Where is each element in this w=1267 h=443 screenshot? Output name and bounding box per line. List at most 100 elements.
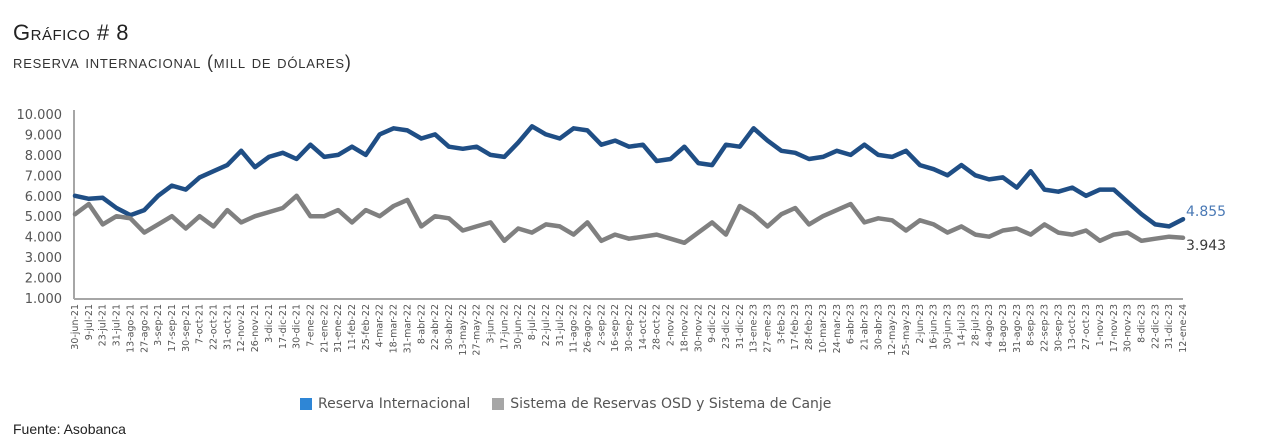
x-tick-label: 26-nov-21: [250, 304, 261, 352]
series-lines: [72, 124, 1186, 246]
x-tick-label: 31-dic-22: [735, 304, 746, 349]
x-tick-label: 3-feb-23: [776, 304, 787, 344]
legend-label: Sistema de Reservas OSD y Sistema de Can…: [510, 396, 832, 412]
x-tick-label: 18-nov-22: [679, 304, 690, 352]
x-tick-label: 27-may-22: [472, 304, 483, 356]
x-tick-label: 14-oct-22: [638, 304, 649, 350]
x-tick-label: 3-sep-21: [153, 304, 164, 346]
y-tick-label: 10.000: [17, 108, 63, 123]
x-tick-label: 27-ago-21: [139, 304, 150, 353]
x-tick-label: 21-ene-22: [319, 304, 330, 353]
chart-subtitle: Reserva Internacional (mill de dólares): [13, 52, 352, 72]
y-tick-label: 2.000: [25, 272, 62, 287]
x-tick-label: 27-oct-23: [1081, 304, 1092, 350]
x-tick-label: 3-dic-21: [264, 304, 275, 343]
x-tick-label: 17-sep-21: [167, 304, 178, 352]
x-tick-label: 31-ago-23: [1012, 304, 1023, 353]
x-tick-label: 25-may-23: [901, 304, 912, 356]
x-tick-label: 8-sep-23: [1026, 304, 1037, 346]
x-tick-label: 18-mar-22: [389, 304, 400, 353]
x-tick-label: 2-sep-22: [596, 304, 607, 346]
x-tick-label: 9-dic-22: [707, 304, 718, 343]
legend-item-reserva[interactable]: Reserva Internacional: [300, 396, 470, 412]
end-label-reserva: 4.855: [1186, 204, 1226, 220]
x-tick-label: 31-oct-21: [222, 304, 233, 350]
x-tick-label: 26-ago-22: [582, 304, 593, 353]
legend-swatch-gray: [492, 398, 505, 410]
y-tick-label: 8.000: [25, 149, 62, 164]
x-tick-label: 22-oct-21: [209, 304, 220, 350]
series-line-sistema: [72, 193, 1186, 246]
x-tick-label: 30-abr-22: [444, 304, 455, 350]
x-tick-label: 31-jul-21: [112, 304, 123, 346]
x-tick-label: 13-ene-23: [749, 304, 760, 353]
x-tick-label: 13-may-22: [458, 304, 469, 356]
x-tick-label: 22-jul-22: [541, 304, 552, 346]
legend: Reserva Internacional Sistema de Reserva…: [300, 396, 853, 412]
x-tick-label: 30-jun-22: [513, 304, 524, 350]
x-tick-label: 9-jul-21: [84, 304, 95, 340]
x-tick-label: 2-jun-23: [915, 304, 926, 344]
y-tick-label: 9.000: [25, 128, 62, 143]
x-tick-label: 8-jul-22: [527, 304, 538, 340]
x-tick-label: 8-abr-22: [416, 304, 427, 344]
x-tick-label: 2-nov-22: [666, 304, 677, 346]
y-tick-label: 1.000: [25, 292, 62, 307]
x-tick-label: 22-dic-23: [1150, 304, 1161, 349]
x-tick-label: 8-dic-23: [1136, 304, 1147, 343]
x-tick-label: 30-dic-21: [292, 304, 303, 349]
x-tick-label: 13-ago-21: [125, 304, 136, 353]
y-axis: 1.000 2.000 3.000 4.000 5.000 6.000 7.000 8.000…: [17, 108, 75, 307]
x-tick-label: 24-mar-23: [832, 304, 843, 353]
x-tick-label: 30-sep-21: [181, 304, 192, 352]
x-tick-label: 22-sep-23: [1040, 304, 1051, 352]
x-tick-label: 12-may-23: [887, 304, 898, 356]
x-tick-label: 17-jun-22: [499, 304, 510, 350]
x-tick-label: 16-sep-22: [610, 304, 621, 352]
x-tick-label: 21-abr-23: [859, 304, 870, 350]
y-tick-label: 4.000: [25, 231, 62, 246]
x-tick-label: 3-jun-22: [486, 304, 497, 344]
x-tick-label: 23-jul-21: [98, 304, 109, 346]
x-tick-label: 28-feb-23: [804, 304, 815, 350]
x-tick-label: 12-nov-21: [236, 304, 247, 352]
x-tick-label: 13-oct-23: [1067, 304, 1078, 350]
x-tick-label: 25-feb-22: [361, 304, 372, 350]
x-tick-label: 30-nov-22: [693, 304, 704, 352]
x-tick-label: 30-nov-23: [1123, 304, 1134, 352]
x-tick-label: 6-abr-23: [846, 304, 857, 344]
x-tick-label: 31-mar-22: [402, 304, 413, 353]
x-tick-label: 30-abr-23: [873, 304, 884, 350]
x-tick-label: 30-sep-22: [624, 304, 635, 352]
x-tick-label: 31-jul-22: [555, 304, 566, 346]
x-tick-label: 11-feb-22: [347, 304, 358, 350]
x-tick-label: 17-feb-23: [790, 304, 801, 350]
y-tick-label: 5.000: [25, 210, 62, 225]
legend-item-sistema[interactable]: Sistema de Reservas OSD y Sistema de Can…: [492, 396, 831, 412]
x-tick-label: 17-nov-23: [1109, 304, 1120, 352]
x-tick-label: 18-ago-23: [998, 304, 1009, 353]
x-tick-label: 4-mar-22: [375, 304, 386, 347]
series-line-reserva: [72, 124, 1186, 229]
x-tick-label: 22-abr-22: [430, 304, 441, 350]
x-tick-label: 12-ene-24: [1178, 304, 1189, 353]
end-labels: 4.855 3.943: [1186, 204, 1226, 254]
legend-swatch-blue: [300, 398, 312, 410]
legend-label: Reserva Internacional: [318, 396, 471, 412]
x-tick-label: 31-dic-23: [1164, 304, 1175, 349]
chart-title: Gráfico # 8: [13, 20, 129, 45]
x-tick-label: 7-ene-22: [305, 304, 316, 347]
x-tick-label: 23-dic-22: [721, 304, 732, 349]
y-tick-label: 7.000: [25, 169, 62, 184]
x-tick-label: 28-oct-22: [652, 304, 663, 350]
x-tick-label: 31-ene-22: [333, 304, 344, 353]
x-tick-label: 7-oct-21: [195, 304, 206, 344]
x-tick-label: 14-jul-23: [956, 304, 967, 346]
x-tick-label: 30-jun-21: [70, 304, 81, 350]
x-tick-label: 28-jul-23: [970, 304, 981, 346]
x-tick-label: 30-sep-23: [1053, 304, 1064, 352]
y-tick-label: 6.000: [25, 190, 62, 205]
x-tick-label: 1-nov-23: [1095, 304, 1106, 346]
x-tick-label: 17-dic-21: [278, 304, 289, 349]
